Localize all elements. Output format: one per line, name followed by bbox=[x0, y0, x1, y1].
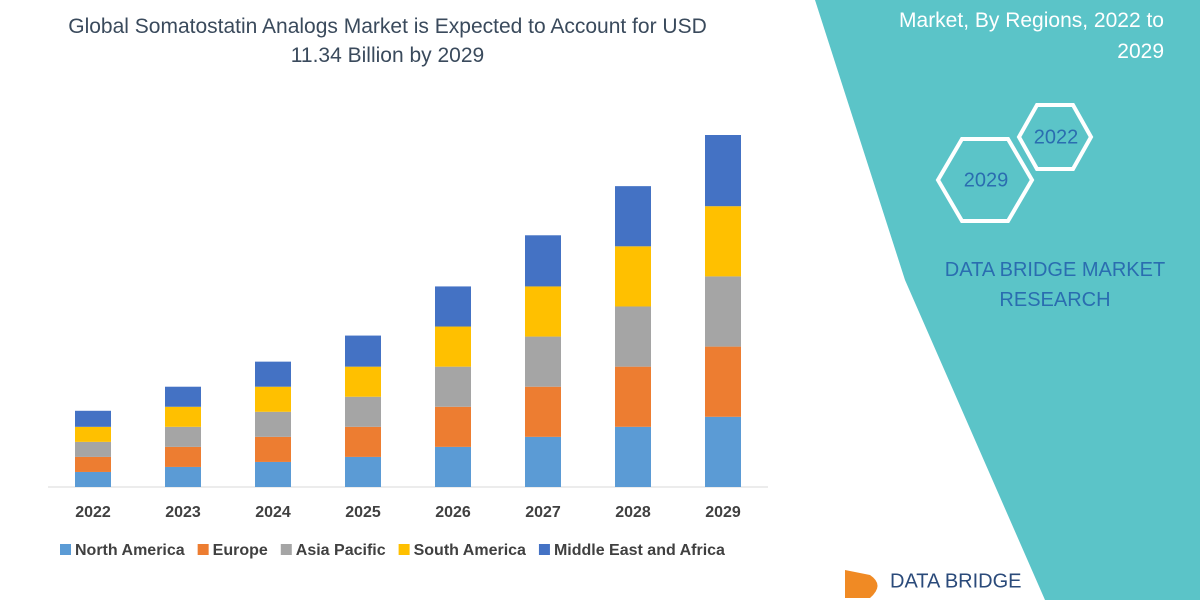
footer-logo: DATA BRIDGE bbox=[890, 570, 1022, 592]
bar-segment bbox=[75, 441, 111, 457]
bar-segment bbox=[255, 436, 291, 462]
bar-segment bbox=[435, 326, 471, 367]
bar-segment bbox=[435, 286, 471, 327]
legend-label: Europe bbox=[213, 542, 268, 559]
bar-segment bbox=[255, 386, 291, 412]
bar-segment bbox=[75, 410, 111, 427]
hexagon bbox=[935, 137, 1035, 223]
hex-label: 2029 bbox=[964, 169, 1009, 191]
x-tick-label: 2027 bbox=[525, 504, 561, 521]
side-heading: Market, By Regions, 2022 to 2029 bbox=[899, 9, 1164, 63]
bar-segment bbox=[705, 346, 741, 417]
chart-title: Global Somatostatin Analogs Market is Ex… bbox=[68, 15, 707, 67]
legend-swatch bbox=[280, 544, 292, 555]
bar-segment bbox=[165, 426, 201, 447]
bar-segment bbox=[255, 411, 291, 437]
bar-segment bbox=[615, 246, 651, 307]
bar-segment bbox=[705, 416, 741, 487]
bar-segment bbox=[75, 456, 111, 472]
hexagon bbox=[1016, 103, 1094, 171]
bar-segment bbox=[435, 366, 471, 407]
legend-label: South America bbox=[414, 542, 526, 559]
x-tick-label: 2025 bbox=[345, 504, 381, 521]
side-background bbox=[815, 0, 1200, 600]
legend-swatch bbox=[538, 544, 550, 555]
bar-segment bbox=[255, 361, 291, 387]
bar-segment bbox=[165, 446, 201, 467]
legend-label: Asia Pacific bbox=[296, 542, 386, 559]
bar-segment bbox=[615, 306, 651, 367]
legend-label: Middle East and Africa bbox=[554, 542, 725, 559]
bar-segment bbox=[345, 335, 381, 367]
bar-segment bbox=[525, 235, 561, 287]
bar-segment bbox=[435, 406, 471, 447]
bar-segment bbox=[165, 386, 201, 407]
bar-segment bbox=[705, 206, 741, 277]
side-brand: DATA BRIDGE MARKET RESEARCH bbox=[944, 259, 1166, 311]
x-tick-label: 2022 bbox=[75, 504, 111, 521]
bar-segment bbox=[615, 426, 651, 487]
bar-segment bbox=[345, 366, 381, 397]
bar-segment bbox=[345, 396, 381, 427]
bar-segment bbox=[525, 286, 561, 337]
bar-segment bbox=[345, 426, 381, 457]
bar-segment bbox=[525, 436, 561, 487]
x-tick-label: 2024 bbox=[255, 504, 291, 521]
x-tick-label: 2026 bbox=[435, 504, 471, 521]
bar-segment bbox=[615, 186, 651, 247]
logo-icon bbox=[845, 570, 878, 598]
bar-segment bbox=[705, 276, 741, 347]
bar-segment bbox=[615, 366, 651, 427]
bar-segment bbox=[435, 446, 471, 487]
x-tick-label: 2028 bbox=[615, 504, 651, 521]
x-tick-label: 2029 bbox=[705, 504, 741, 521]
bar-segment bbox=[75, 471, 111, 487]
x-tick-label: 2023 bbox=[165, 504, 201, 521]
legend-label: North America bbox=[75, 542, 185, 559]
bar-segment bbox=[165, 406, 201, 427]
legend-swatch bbox=[60, 544, 71, 555]
bar-segment bbox=[345, 456, 381, 487]
legend-swatch bbox=[197, 544, 209, 555]
legend-swatch bbox=[398, 544, 410, 555]
bar-segment bbox=[165, 466, 201, 487]
hex-label: 2022 bbox=[1034, 126, 1079, 148]
bar-segment bbox=[255, 461, 291, 487]
bar-segment bbox=[525, 336, 561, 387]
bar-segment bbox=[705, 135, 741, 207]
bar-segment bbox=[75, 426, 111, 442]
bar-segment bbox=[525, 386, 561, 437]
